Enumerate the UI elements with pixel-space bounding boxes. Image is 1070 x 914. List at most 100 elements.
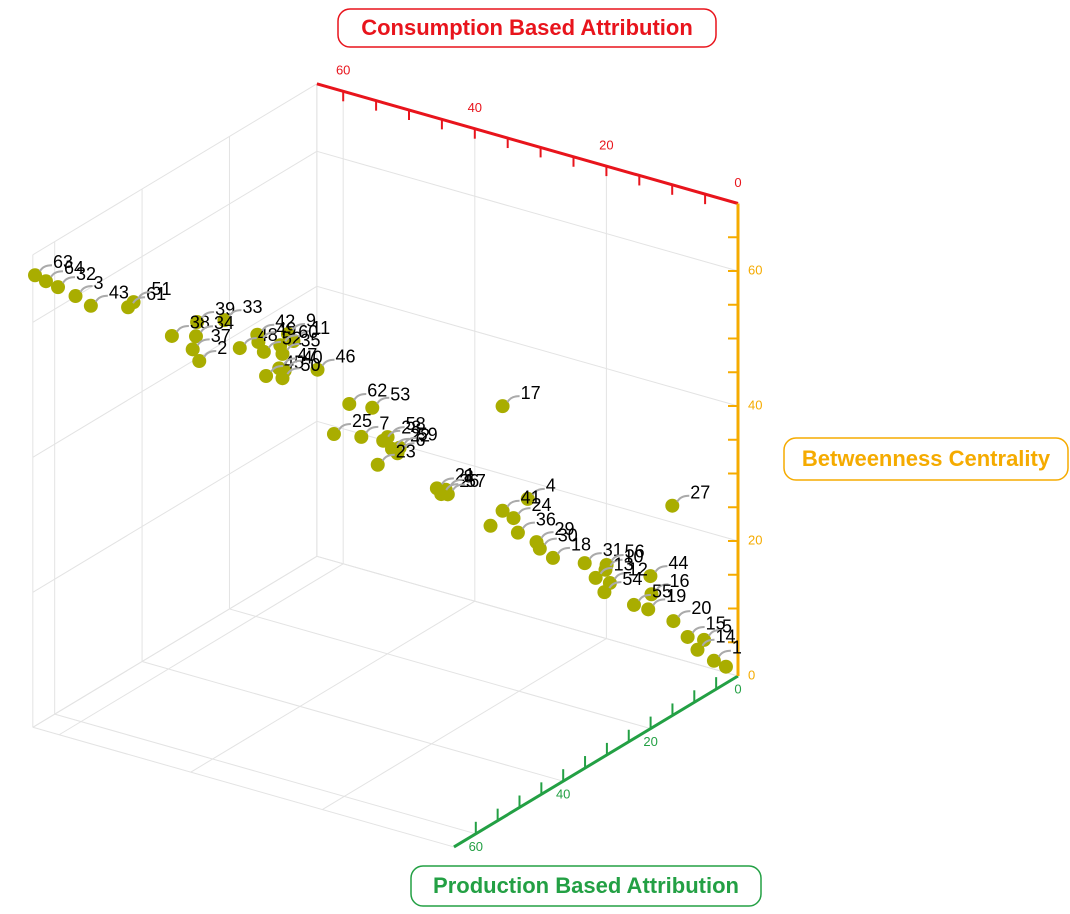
point-label: 18 — [571, 535, 591, 555]
point-label: 2 — [217, 338, 227, 358]
point — [520, 491, 535, 506]
label-connector — [588, 552, 602, 560]
y-tick-label: 0 — [734, 681, 741, 696]
x-axis-title: Consumption Based Attribution — [361, 15, 693, 40]
grid-line — [190, 600, 476, 773]
label-connector — [353, 392, 367, 401]
point-label: 8 — [464, 466, 474, 486]
point — [495, 503, 510, 518]
label-connector — [701, 638, 715, 647]
point-label: 32 — [76, 264, 96, 284]
point — [232, 341, 247, 356]
point-label: 22 — [410, 426, 430, 446]
grid-line — [316, 150, 739, 272]
label-connector — [531, 487, 545, 496]
label-connector — [557, 546, 570, 555]
label-connector — [540, 531, 554, 539]
label-connector — [338, 423, 351, 431]
label-connector — [286, 342, 300, 351]
y-tick-label: 60 — [469, 839, 483, 854]
label-connector — [132, 296, 146, 304]
point — [545, 550, 560, 565]
point-label: 43 — [109, 283, 129, 303]
point-label: 12 — [628, 560, 648, 580]
point-label: 28 — [401, 417, 421, 437]
point — [510, 525, 525, 540]
grid-line — [229, 608, 651, 730]
point — [256, 344, 271, 359]
point — [188, 329, 203, 344]
point-label: 51 — [152, 279, 172, 299]
point-label: 13 — [614, 555, 634, 575]
label-connector — [517, 507, 531, 515]
label-connector — [718, 649, 731, 658]
point-label: 7 — [379, 414, 389, 434]
point — [641, 602, 656, 617]
point-label: 25 — [352, 411, 372, 431]
label-connector — [365, 425, 379, 434]
x-tick-label: 60 — [336, 63, 350, 78]
label-connector — [638, 593, 652, 602]
label-connector — [654, 565, 668, 573]
point — [275, 371, 290, 386]
point-label: 3 — [94, 273, 104, 293]
point — [597, 585, 612, 600]
y-axis-line — [453, 674, 739, 849]
label-connector — [543, 537, 557, 546]
label-connector — [451, 483, 465, 491]
label-connector — [677, 610, 691, 618]
point — [326, 427, 341, 442]
point-label: 55 — [652, 582, 672, 602]
point-label: 35 — [300, 331, 320, 351]
label-connector — [381, 453, 395, 462]
point-label: 24 — [532, 495, 552, 515]
point-label: 61 — [146, 284, 166, 304]
point — [680, 629, 695, 644]
grid-line — [32, 420, 318, 593]
label-connector — [196, 338, 210, 346]
point-label: 27 — [690, 482, 710, 502]
x-axis-line — [316, 82, 739, 205]
point-label: 20 — [691, 598, 711, 618]
point — [644, 587, 659, 602]
label-connector — [321, 358, 335, 367]
point-label: 54 — [622, 569, 642, 589]
point — [506, 511, 521, 526]
point-label: 17 — [521, 383, 541, 403]
point — [68, 289, 83, 304]
x-title-box — [337, 8, 717, 48]
label-connector — [203, 350, 217, 358]
point-label: 46 — [336, 346, 356, 366]
grid-line — [32, 285, 318, 458]
point — [38, 274, 53, 289]
point — [342, 396, 357, 411]
point-label: 30 — [558, 525, 578, 545]
point-label: 38 — [190, 313, 210, 333]
point — [185, 342, 200, 357]
point-label: 47 — [297, 345, 317, 365]
point-label: 60 — [298, 322, 318, 342]
point-label: 6 — [415, 430, 425, 450]
point — [190, 315, 205, 330]
label-connector — [297, 330, 311, 338]
point — [666, 614, 681, 629]
z-title-box — [783, 437, 1069, 481]
point-label: 41 — [521, 488, 541, 508]
label-connector — [506, 395, 520, 403]
point — [706, 653, 721, 668]
label-connector — [440, 477, 454, 485]
label-connector — [267, 340, 281, 349]
point — [643, 569, 658, 584]
point-label: 63 — [53, 252, 73, 272]
label-connector — [691, 625, 705, 634]
point — [354, 429, 369, 444]
label-connector — [613, 571, 627, 580]
label-connector — [201, 311, 215, 319]
point-label: 11 — [311, 318, 330, 338]
box-edge — [32, 83, 318, 256]
point-label: 64 — [64, 258, 84, 278]
label-connector — [39, 264, 53, 272]
label-connector — [228, 309, 242, 317]
point — [392, 440, 407, 455]
